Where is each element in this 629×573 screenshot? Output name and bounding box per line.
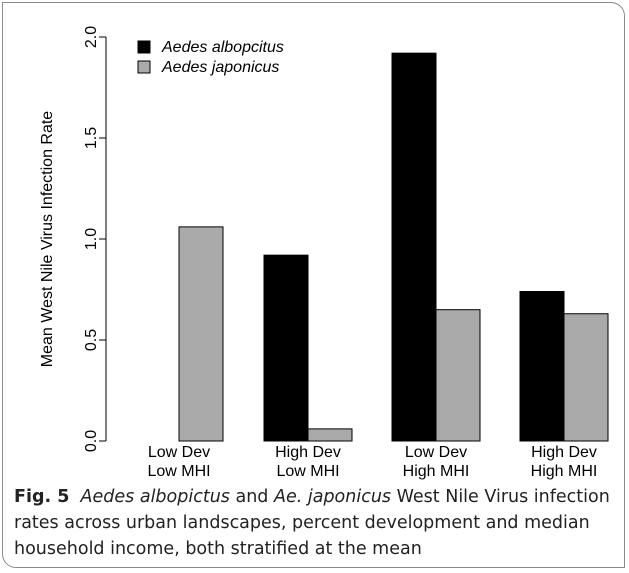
bar-chart: 0.0 0.5 1.0 1.5 2.0 Mean West Nile Virus Infe…: [39, 26, 609, 480]
y-tick-label: 0.0: [83, 430, 100, 452]
x-category-label: Low Dev: [148, 444, 210, 461]
x-category-label: Low MHI: [276, 463, 339, 480]
y-tick-label: 0.5: [83, 329, 100, 351]
bar-albopictus: [263, 254, 309, 442]
x-category-label: Low Dev: [405, 444, 467, 461]
bar-albopictus: [391, 52, 437, 442]
caption-conj: and: [235, 487, 269, 507]
x-category-label: High Dev: [275, 444, 341, 461]
y-axis-label: Mean West Nile Virus Infection Rate: [39, 111, 56, 368]
caption-text: West Nile Virus infection rates across u…: [14, 487, 610, 559]
caption-species-2: Ae. japonicus: [274, 487, 392, 507]
legend-swatch: [137, 40, 151, 54]
legend-swatch: [137, 60, 151, 74]
x-category-label: High MHI: [403, 463, 470, 480]
x-category-label: High Dev: [531, 444, 597, 461]
legend-label: Aedes albopcitus: [161, 39, 284, 56]
x-category-label: Low MHI: [147, 463, 210, 480]
bar-japonicus: [435, 309, 481, 442]
bar-japonicus: [178, 226, 224, 442]
bar-japonicus: [307, 428, 353, 442]
caption-species-1: Aedes albopictus: [80, 487, 230, 507]
x-category-label: High MHI: [531, 463, 598, 480]
caption-fig-label: Fig. 5: [14, 487, 70, 507]
figure-frame: [2, 2, 625, 568]
y-tick-label: 1.5: [83, 127, 100, 149]
y-tick-label: 2.0: [83, 26, 100, 48]
bar-albopictus: [519, 291, 565, 442]
figure-caption: Fig. 5 Aedes albopictus and Ae. japonicu…: [14, 484, 614, 562]
bar-japonicus: [563, 313, 609, 442]
legend-label: Aedes japonicus: [161, 59, 279, 76]
y-tick-label: 1.0: [83, 228, 100, 250]
